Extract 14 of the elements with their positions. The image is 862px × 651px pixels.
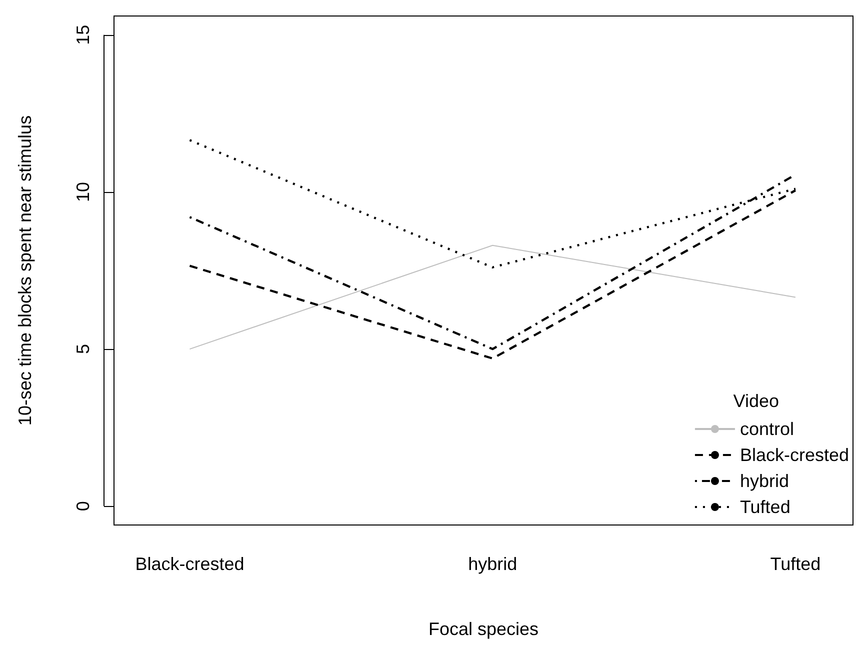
- x-tick-label: Tufted: [770, 554, 821, 574]
- y-axis-title: 10-sec time blocks spent near stimulus: [15, 115, 35, 426]
- legend-label: hybrid: [740, 471, 789, 491]
- y-tick-label: 0: [73, 501, 93, 512]
- legend-label: control: [740, 419, 794, 439]
- y-tick-label: 5: [73, 344, 93, 354]
- y-tick-label: 15: [73, 24, 93, 45]
- x-tick-label: Black-crested: [135, 554, 244, 574]
- legend-label: Tufted: [740, 497, 790, 517]
- x-tick-label: hybrid: [468, 554, 518, 574]
- x-axis-title: Focal species: [428, 619, 539, 639]
- legend-title: Video: [733, 391, 780, 411]
- y-tick-label: 10: [73, 182, 93, 202]
- legend-label: Black-crested: [740, 445, 850, 465]
